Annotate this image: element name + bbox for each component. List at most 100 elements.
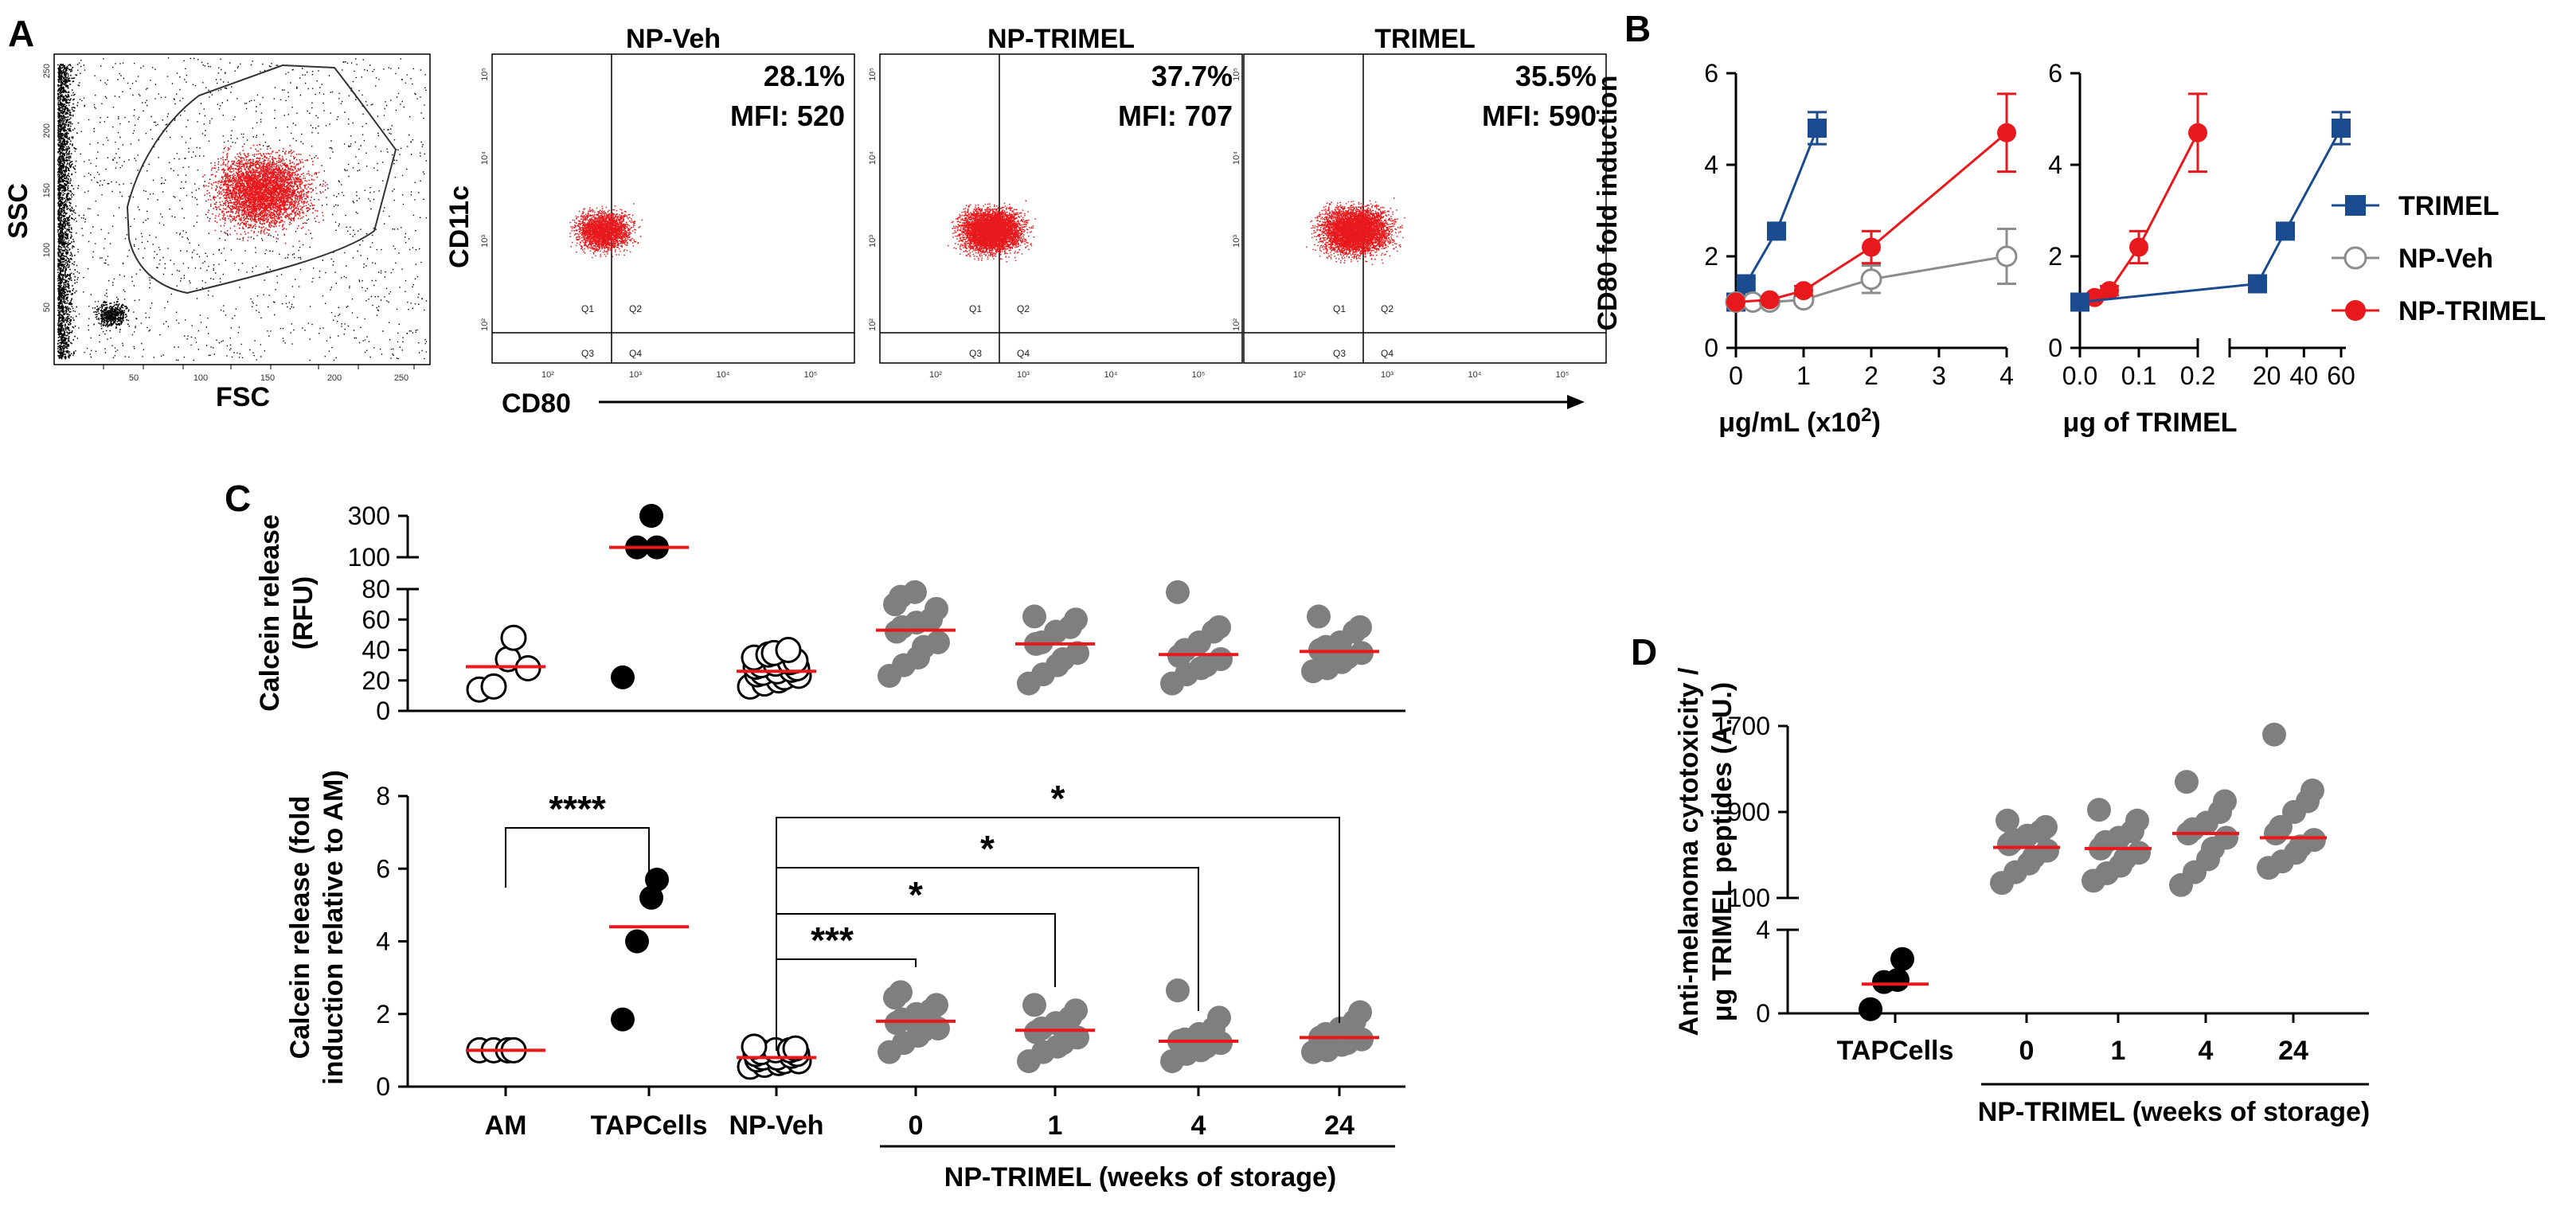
flow-percent: 37.7% — [1151, 60, 1233, 92]
b1-ylabel: CD80 fold induction — [1593, 75, 1623, 330]
data-point-c-top-4 — [1166, 580, 1190, 604]
b1-x-tick-label: 2 — [1864, 361, 1878, 390]
panel-a-gate: 50 100 150 200 250 50 100 150 200 250 FSC SSC — [3, 53, 431, 412]
b2-point-trimel — [2276, 221, 2295, 241]
b1-x-tick-label: 3 — [1932, 361, 1946, 390]
c-bottom-y-tick-label: 0 — [376, 1072, 390, 1101]
b1-point — [1997, 123, 2016, 142]
b2-x-tick-label: 0.1 — [2121, 361, 2156, 390]
d-category-label: 0 — [2019, 1036, 2035, 1066]
significance-label: * — [980, 828, 995, 869]
flow-y-tick-label: 10⁵ — [480, 68, 490, 81]
b1-point — [1808, 119, 1827, 138]
flow-x-tick-label: 10² — [1293, 370, 1306, 380]
gate-axis-ticks: 50 100 150 200 250 50 100 150 200 250 — [42, 64, 415, 383]
b2-x-tick-label: 0.2 — [2180, 361, 2215, 390]
b2-series-line-trimel — [2079, 127, 2343, 303]
gate-ylabel: SSC — [3, 183, 33, 239]
b1-x-tick-label: 4 — [1999, 361, 2014, 390]
b1-x-tick-label: 1 — [1796, 361, 1811, 390]
legend-label: NP-Veh — [2398, 244, 2493, 274]
gate-x-tick-label: 250 — [394, 373, 408, 383]
gate-xlabel: FSC — [216, 382, 270, 412]
data-point-c-top-1 — [1064, 607, 1088, 632]
data-point-c-bottom-0 — [889, 980, 913, 1005]
flow-mfi: MFI: 707 — [1118, 100, 1233, 132]
data-point-c-top-0 — [903, 580, 927, 604]
b1-point — [1862, 237, 1881, 257]
data-point-c-bottom-1 — [1022, 993, 1046, 1017]
data-point-c-top-TAPCells — [611, 665, 635, 689]
significance-label: *** — [811, 919, 854, 961]
flow-red-dots — [1306, 197, 1405, 265]
data-point-c-top-1 — [1065, 641, 1089, 666]
gate-y-tick-label: 250 — [42, 64, 52, 78]
data-point-d-TAPCells — [1886, 968, 1910, 992]
flow-y-tick-label: 10³ — [868, 235, 878, 248]
flow-plot-frame — [1243, 53, 1607, 364]
panel-letter-a: A — [8, 13, 34, 54]
b2-series-line-np-trimel — [2079, 132, 2199, 303]
quadrant-label-q3: Q3 — [1333, 348, 1346, 359]
flow-mfi: MFI: 590 — [1482, 100, 1597, 132]
gate-y-tick-label: 100 — [42, 243, 52, 257]
flow-plot-2: NP-TRIMEL 37.7% MFI: 707 Q1 Q2 Q3 Q4 10² 10³ 10⁴ 1… — [868, 24, 1243, 380]
gate-black-events — [57, 57, 428, 361]
flow-plot-frame — [879, 53, 1243, 364]
flow-x-tick-label: 10⁴ — [1104, 370, 1118, 380]
data-point-c-bottom-TAPCells — [611, 1007, 635, 1032]
b2-point-trimel — [2070, 292, 2089, 312]
c-bottom-y-tick-label: 4 — [376, 927, 390, 956]
gate-red-dots — [197, 144, 326, 244]
quadrant-label-q4: Q4 — [1381, 348, 1394, 359]
panel-letter-b: B — [1624, 8, 1651, 49]
gate-x-tick-label: 200 — [327, 373, 342, 383]
flow-plot-title: NP-Veh — [626, 24, 721, 54]
data-point-d-0 — [1996, 808, 2019, 833]
flow-y-tick-label: 10⁴ — [480, 151, 490, 165]
data-point-c-bottom-4 — [1207, 1005, 1231, 1030]
gate-x-tick-label: 50 — [129, 373, 139, 383]
d-category-label: 24 — [2278, 1036, 2308, 1066]
data-point-c-bottom-TAPCells — [645, 867, 669, 892]
data-point-c-bottom-24 — [1348, 1000, 1372, 1025]
c-top-y-tick-label: 300 — [348, 502, 390, 530]
d-y-tick-label: 1700 — [1714, 712, 1770, 740]
c-top-y-tick-label: 20 — [362, 666, 390, 695]
data-point-d-0 — [2035, 838, 2059, 863]
c-group-label: NP-TRIMEL (weeks of storage) — [944, 1162, 1336, 1192]
data-point-d-1 — [2087, 798, 2111, 822]
quadrant-label-q1: Q1 — [969, 303, 982, 314]
data-point-c-top-0 — [924, 596, 948, 621]
flow-plot-3: TRIMEL 35.5% MFI: 590 Q1 Q2 Q3 Q4 10² 10³ 10⁴ 10⁵ 1… — [1232, 24, 1607, 380]
flow-y-tick-label: 10² — [1232, 318, 1241, 331]
b2-point-trimel — [2248, 274, 2267, 294]
quadrant-label-q1: Q1 — [581, 303, 594, 314]
data-point-d-TAPCells — [1890, 947, 1914, 971]
flow-percent: 35.5% — [1515, 60, 1597, 92]
quadrant-label-q2: Q2 — [629, 303, 642, 314]
flow-plot-title: TRIMEL — [1374, 24, 1476, 54]
data-point-c-top-1 — [1022, 604, 1046, 629]
b2-x-tick-label: 60 — [2327, 361, 2355, 390]
b2-point-np-trimel — [2129, 237, 2148, 257]
b1-x-tick-label: 0 — [1729, 361, 1743, 390]
flow-y-tick-label: 10² — [868, 318, 878, 331]
significance-label: **** — [549, 788, 606, 829]
b2-x-tick-label: 20 — [2253, 361, 2281, 390]
flow-red-dots — [948, 200, 1036, 263]
data-point-c-top-4 — [1209, 646, 1233, 671]
flow-plot-title: NP-TRIMEL — [987, 24, 1135, 54]
b2-point-trimel — [2332, 119, 2351, 138]
significance-bracket — [776, 817, 1340, 1051]
data-point-d-TAPCells — [1859, 997, 1882, 1021]
flow-x-tick-label: 10⁴ — [1468, 370, 1482, 380]
quadrant-label-q3: Q3 — [969, 348, 982, 359]
c-top-y-tick-label: 0 — [376, 697, 390, 725]
significance-bracket — [505, 827, 650, 888]
d-y-tick-label: 0 — [1756, 999, 1770, 1028]
panel-d: 0 4 100 900 1700 TAPCells 0 1 4 24 Anti-melanoma … — [1674, 667, 2370, 1127]
data-point-c-top-AM — [500, 624, 527, 651]
